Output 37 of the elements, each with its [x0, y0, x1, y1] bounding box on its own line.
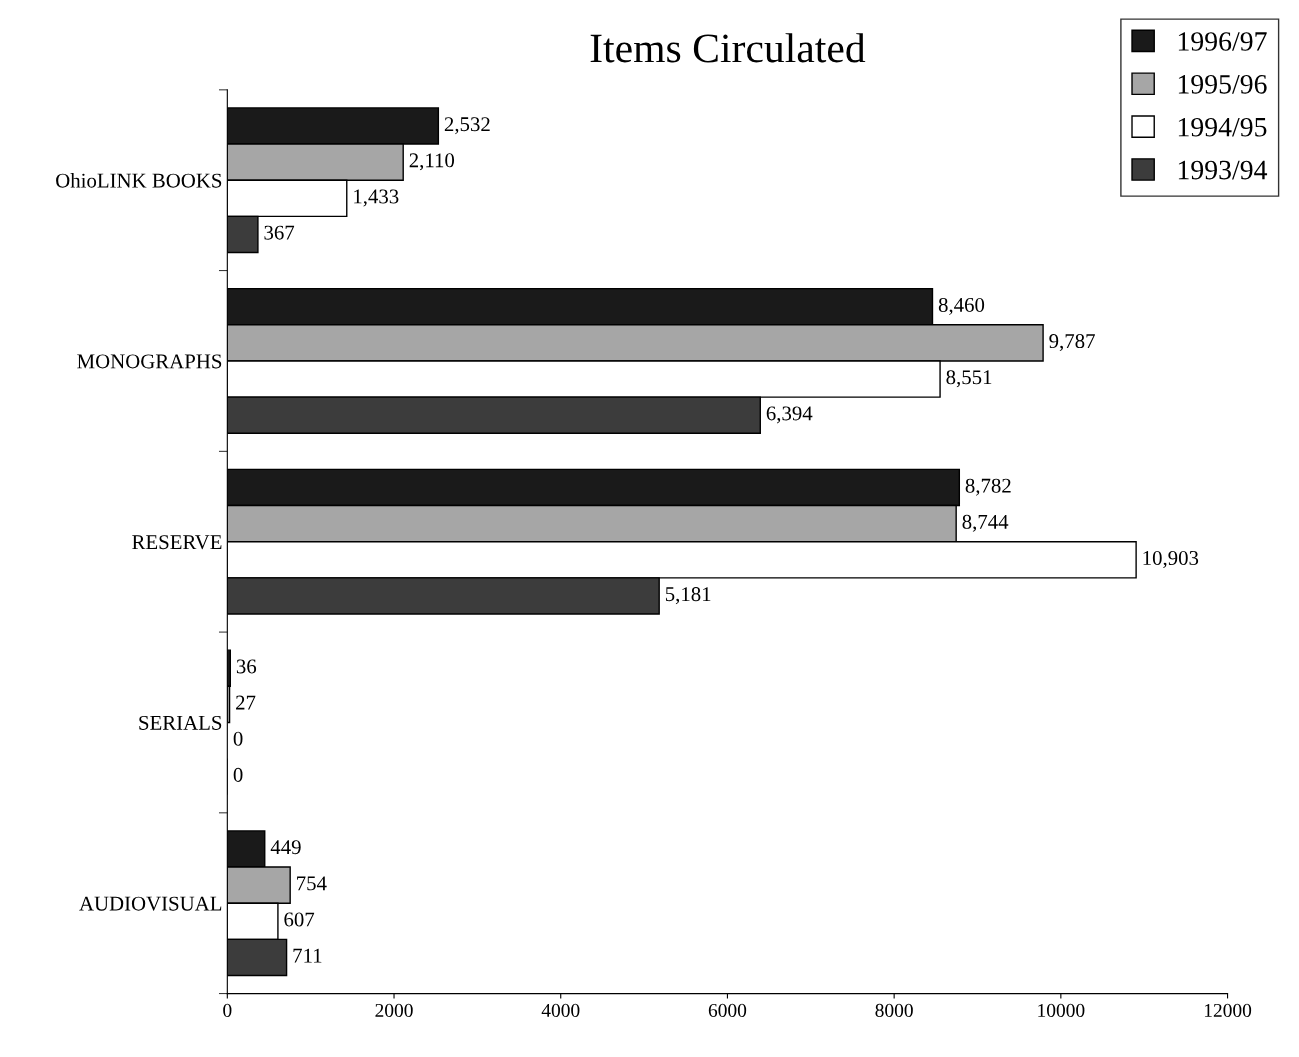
data-label: 0 — [233, 767, 243, 782]
data-label: 8,782 — [965, 478, 1011, 496]
y-tick-label: OhioLINK BOOKS — [56, 172, 222, 188]
y-tick-label: SERIALS — [139, 715, 222, 730]
chart-title: Items Circulated — [590, 33, 866, 63]
data-label: 9,787 — [1049, 334, 1095, 352]
data-label: 27 — [236, 695, 256, 710]
data-label: 607 — [284, 912, 315, 927]
data-label: 36 — [236, 659, 257, 674]
data-label: 8,460 — [938, 297, 985, 315]
x-tick-label: 10000 — [1038, 1003, 1085, 1017]
y-tick-label: RESERVE — [132, 535, 222, 550]
legend-label: 1993/94 — [1178, 160, 1268, 180]
data-label: 449 — [270, 840, 301, 855]
data-label: 10,903 — [1143, 550, 1199, 568]
legend-label: 1995/96 — [1178, 75, 1267, 94]
data-label: 2,110 — [409, 153, 455, 171]
data-label: 2,532 — [444, 117, 490, 135]
data-label: 8,744 — [962, 514, 1009, 532]
data-label: 6,394 — [766, 406, 813, 424]
legend-label: 1994/95 — [1178, 117, 1267, 137]
x-tick-label: 2000 — [375, 1003, 413, 1017]
data-label: 0 — [233, 731, 243, 746]
x-tick-label: 12000 — [1204, 1003, 1252, 1017]
y-tick-label: MONOGRAPHS — [77, 354, 222, 369]
x-tick-label: 4000 — [541, 1003, 580, 1017]
data-label: 711 — [293, 948, 322, 963]
legend-label: 1996/97 — [1178, 32, 1267, 51]
data-label: 1,433 — [354, 189, 399, 207]
data-label: 5,181 — [665, 587, 711, 605]
x-tick-label: 0 — [223, 1003, 232, 1017]
data-label: 367 — [264, 225, 295, 240]
data-label: 754 — [297, 876, 327, 891]
y-tick-label: AUDIOVISUAL — [79, 896, 222, 911]
x-tick-label: 8000 — [875, 1003, 913, 1017]
data-label: 8,551 — [946, 370, 992, 388]
x-tick-label: 6000 — [708, 1003, 747, 1017]
